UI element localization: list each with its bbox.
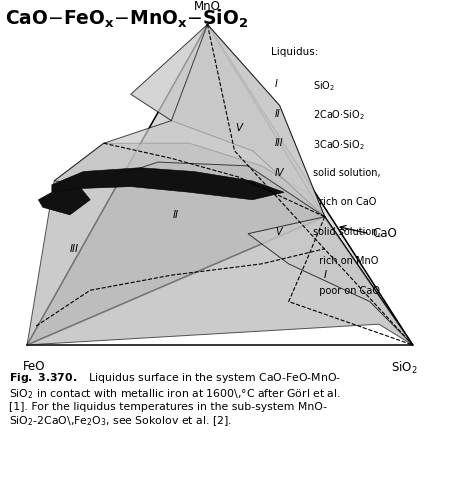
Text: II: II — [275, 109, 281, 119]
Text: $\mathbf{Fig.\ 3.370.}$   Liquidus surface in the system CaO-FeO-MnO-
SiO$_2$ in: $\mathbf{Fig.\ 3.370.}$ Liquidus surface… — [9, 371, 341, 428]
Text: rich on MnO: rich on MnO — [313, 256, 379, 266]
Polygon shape — [52, 168, 284, 200]
Text: poor on CaO: poor on CaO — [313, 286, 381, 296]
Polygon shape — [207, 24, 413, 345]
Text: $\mathbf{CaO\mathsf{-}FeO_x\mathsf{-}MnO_x\mathsf{-}SiO_2}$: $\mathbf{CaO\mathsf{-}FeO_x\mathsf{-}MnO… — [5, 7, 248, 30]
Text: V: V — [275, 227, 282, 237]
Polygon shape — [27, 143, 413, 345]
Text: solid solution,: solid solution, — [313, 227, 381, 237]
Text: I: I — [275, 79, 278, 89]
Text: rich on CaO: rich on CaO — [313, 197, 377, 207]
Text: III: III — [70, 244, 79, 254]
Text: V: V — [235, 123, 243, 133]
Text: I: I — [323, 270, 326, 280]
Text: FeO: FeO — [23, 360, 45, 373]
Text: III: III — [275, 138, 284, 148]
Polygon shape — [27, 24, 325, 345]
Text: IV: IV — [275, 168, 285, 178]
Text: Liquidus:: Liquidus: — [271, 47, 318, 57]
Text: CaO: CaO — [372, 227, 397, 240]
Text: solid solution,: solid solution, — [313, 168, 381, 178]
Text: II: II — [173, 210, 179, 220]
Polygon shape — [131, 24, 325, 217]
Text: 3CaO$\cdot$SiO$_2$: 3CaO$\cdot$SiO$_2$ — [313, 138, 365, 152]
Text: MnO: MnO — [194, 0, 221, 13]
Polygon shape — [54, 24, 325, 217]
Text: 2CaO$\cdot$SiO$_2$: 2CaO$\cdot$SiO$_2$ — [313, 109, 365, 123]
Polygon shape — [38, 188, 90, 215]
Polygon shape — [248, 217, 413, 345]
Text: SiO$_2$: SiO$_2$ — [313, 79, 336, 93]
Text: SiO$_2$: SiO$_2$ — [391, 360, 417, 376]
